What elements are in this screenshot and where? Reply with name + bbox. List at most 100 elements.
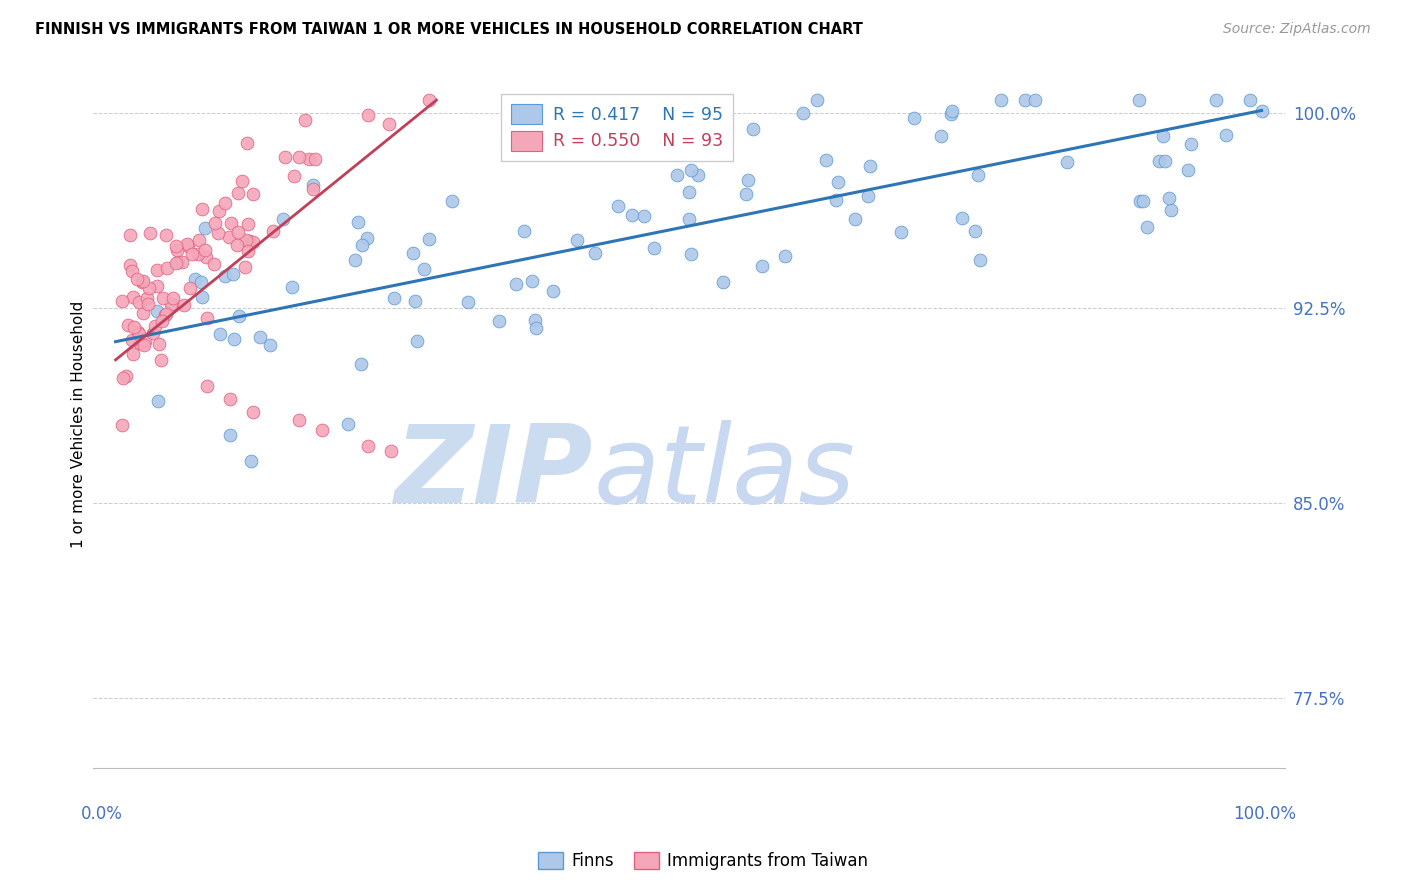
Point [150,314,173,328]
Point [633,209,655,223]
Legend: Finns, Immigrants from Taiwan: Finns, Immigrants from Taiwan [531,845,875,877]
Point [242,235,264,249]
Point [271,211,294,226]
Point [239,454,262,468]
Point [890,225,912,239]
Point [773,249,796,263]
Point [128,294,150,309]
Point [228,186,250,200]
Point [1129,194,1152,208]
Point [155,307,177,321]
Point [686,168,709,182]
Point [120,227,142,242]
Point [146,278,169,293]
Point [1024,93,1046,107]
Point [1056,155,1078,169]
Point [856,189,879,203]
Point [1132,194,1154,208]
Point [1239,93,1261,107]
Point [160,296,183,310]
Point [236,244,259,259]
Point [815,153,838,168]
Text: FINNISH VS IMMIGRANTS FROM TAIWAN 1 OR MORE VEHICLES IN HOUSEHOLD CORRELATION CH: FINNISH VS IMMIGRANTS FROM TAIWAN 1 OR M… [35,22,863,37]
Point [194,244,217,258]
Point [287,150,309,164]
Point [700,120,723,134]
Point [162,291,184,305]
Point [236,136,259,151]
Point [262,224,284,238]
Point [488,313,510,327]
Point [681,247,703,261]
Point [134,334,156,348]
Point [259,338,281,352]
Point [146,394,169,409]
Point [127,325,149,339]
Point [1128,93,1150,107]
Point [679,162,702,177]
Point [939,107,962,121]
Point [236,217,259,231]
Point [143,318,166,333]
Point [170,255,193,269]
Point [207,203,229,218]
Point [304,152,326,166]
Point [242,186,264,201]
Point [1205,93,1227,107]
Point [523,312,546,326]
Point [118,258,141,272]
Point [121,347,143,361]
Point [115,369,138,384]
Point [711,275,734,289]
Point [357,108,380,122]
Point [950,211,973,226]
Point [238,235,260,249]
Point [522,274,544,288]
Point [195,379,218,393]
Point [384,291,406,305]
Y-axis label: 1 or more Vehicles in Household: 1 or more Vehicles in Household [72,301,86,549]
Point [903,111,925,125]
Point [824,194,846,208]
Point [929,129,952,144]
Point [583,246,606,260]
Point [418,93,440,107]
Point [1154,153,1177,168]
Point [194,221,217,235]
Point [990,93,1012,107]
Point [166,255,188,269]
Point [643,241,665,255]
Point [751,259,773,273]
Point [806,93,828,107]
Point [1160,202,1182,217]
Point [121,264,143,278]
Point [621,208,644,222]
Point [156,261,179,276]
Point [131,276,153,290]
Point [111,417,134,432]
Point [150,352,173,367]
Point [111,294,134,309]
Point [122,320,145,334]
Point [190,289,212,303]
Point [301,178,323,192]
Point [218,230,240,244]
Point [347,215,370,229]
Point [152,291,174,305]
Point [406,334,429,348]
Point [208,327,231,342]
Point [294,113,316,128]
Point [146,263,169,277]
Point [1152,129,1174,144]
Point [190,275,212,289]
Point [202,257,225,271]
Point [221,216,243,230]
Point [214,196,236,211]
Point [132,338,155,352]
Point [513,224,536,238]
Point [283,169,305,183]
Point [138,226,160,240]
Point [357,439,380,453]
Point [121,334,143,348]
Point [148,337,170,351]
